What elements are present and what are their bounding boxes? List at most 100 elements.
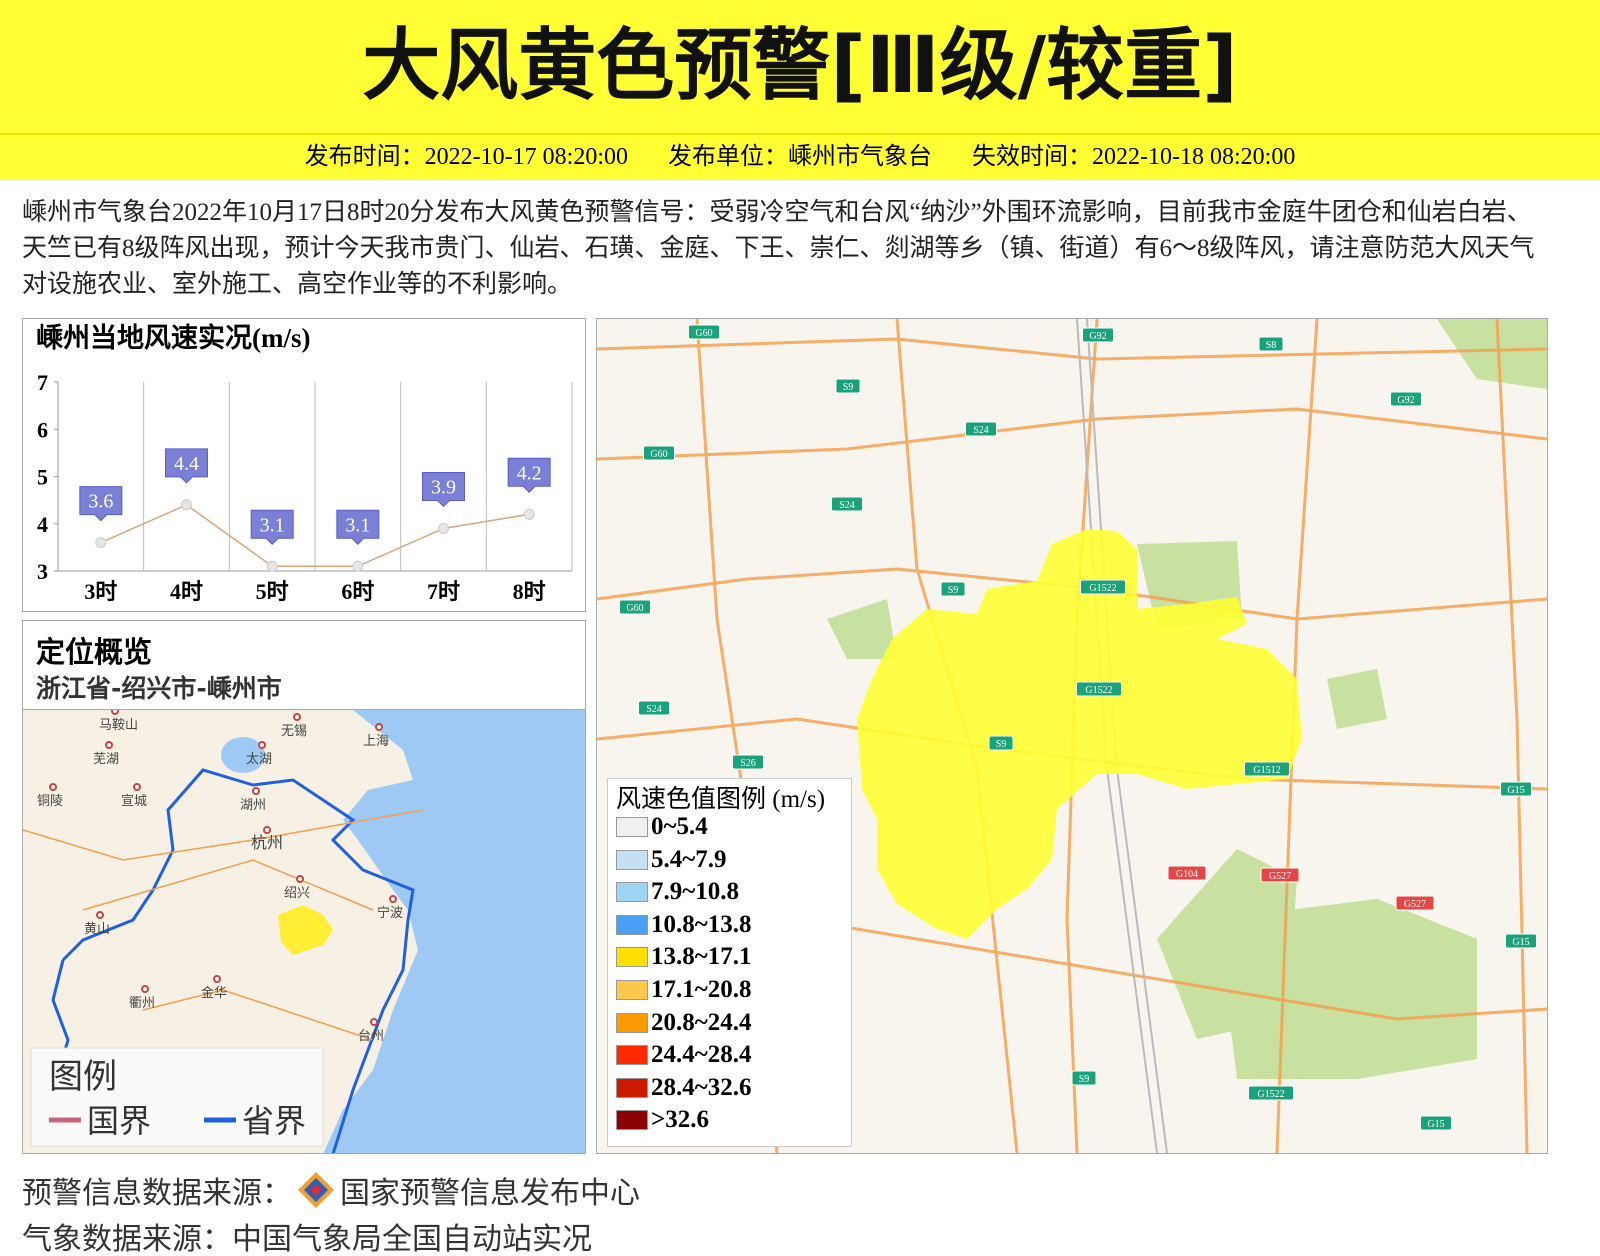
wind-legend: 风速色值图例 (m/s) 0~5.4 5.4~7.9 7.9~10.8 10.8~13…: [607, 778, 852, 1147]
y-tick-label: 6: [37, 417, 48, 442]
y-tick-label: 3: [37, 559, 48, 584]
road-label: S26: [740, 758, 756, 769]
road-shield: [643, 445, 675, 461]
legend-label: 7.9~10.8: [651, 878, 740, 906]
legend-swatch: [616, 914, 648, 935]
x-tick-label: 7时: [427, 579, 460, 604]
road-label: G1522: [1089, 583, 1116, 594]
road-shield: [1258, 336, 1284, 352]
city-label: 杭州: [251, 834, 283, 852]
city-label: 衢州: [129, 995, 155, 1010]
legend-label: 国界: [87, 1103, 151, 1139]
value-label: 3.6: [88, 491, 113, 513]
city-dot: [111, 710, 119, 715]
legend-label: 13.8~17.1: [651, 943, 752, 971]
road-shield: [940, 581, 966, 597]
legend-label: 0~5.4: [651, 813, 708, 840]
value-label-box: [422, 471, 465, 508]
road-shield: [619, 599, 651, 615]
legend-swatch: [616, 849, 648, 870]
value-label-box: [79, 486, 123, 522]
expiry-time: 失效时间：2022-10-18 08:20:00: [972, 144, 1296, 170]
city-dot: [258, 741, 266, 749]
road-shield: [831, 496, 863, 512]
road-label: S9: [1079, 1074, 1090, 1085]
wind-chart: 嵊州当地风速实况(m/s) 3 4 5 6 7 3.6 4.4 3.1 3.1 3.9 4.2 3时 4…: [22, 318, 586, 612]
legend-swatch: [616, 817, 648, 837]
legend-label: 10.8~13.8: [651, 910, 752, 938]
city-dot: [133, 783, 141, 791]
legend-swatch: [616, 980, 648, 1000]
road-shield: [1390, 391, 1422, 407]
legend-title: 图例: [49, 1059, 117, 1096]
point: [523, 508, 535, 520]
source-logo: [298, 1172, 334, 1208]
point: [95, 537, 107, 549]
road-shield: [1167, 865, 1207, 881]
legend-row: 7.9~10.8: [616, 878, 739, 906]
weather-source: 气象数据来源：中国气象局全国自动站实况: [22, 1222, 592, 1256]
x-tick-label: 6时: [341, 579, 374, 604]
warning-source-name: 国家预警信息发布中心: [340, 1176, 640, 1211]
legend-box: [30, 1047, 324, 1147]
location-panel: 定位概览 浙江省-绍兴市-嵊州市 马鞍山 无锡 芜湖 太湖 上海 铜陵 宣城 湖州 杭州 绍兴 宁波…: [22, 620, 586, 1154]
road-label: S9: [843, 382, 854, 393]
legend-swatch: [616, 882, 648, 903]
city-label: 上海: [363, 733, 389, 748]
title: 大风黄色预警[Ⅲ级/较重]: [0, 0, 1600, 135]
road-shield: [1260, 867, 1300, 883]
city-label: 绍兴: [284, 885, 310, 900]
point: [266, 560, 278, 572]
city-label: 宣城: [121, 793, 147, 808]
road-label: S24: [839, 500, 855, 511]
issuer: 发布单位：嵊州市气象台: [668, 144, 932, 170]
city-label: 湖州: [240, 797, 266, 812]
legend-row: 0~5.4: [616, 813, 708, 841]
legend-row: 5.4~7.9: [616, 846, 727, 874]
road-shield: [988, 735, 1014, 751]
city-dot: [296, 875, 304, 883]
road-shield: [1082, 327, 1114, 343]
value-label: 4.4: [174, 453, 199, 475]
legend-label: 20.8~24.4: [651, 1008, 752, 1036]
value-label-box: [165, 448, 208, 484]
city-dot: [293, 713, 301, 721]
point: [352, 560, 364, 572]
value-label-box: [507, 457, 551, 494]
city-dot: [252, 787, 260, 795]
road-label: G60: [695, 328, 712, 339]
road-shield: [732, 754, 764, 770]
road-shield: [1244, 761, 1290, 777]
road-label: S8: [1266, 340, 1277, 351]
wind-map: G60 G92 S8 S9 G92 S24 G60 S24 S9 G1522 G60 G1522 S24…: [596, 318, 1548, 1154]
point: [181, 499, 192, 511]
legend-label: 28.4~32.6: [651, 1073, 752, 1101]
city-label: 无锡: [281, 723, 307, 738]
road-label: S24: [646, 704, 662, 715]
city-label: 宁波: [377, 905, 403, 920]
city-label: 太湖: [246, 751, 272, 766]
city-dot: [105, 741, 113, 749]
meta-bar: 发布时间：2022-10-17 08:20:00 发布单位：嵊州市气象台 失效时…: [0, 135, 1600, 180]
legend-swatch: [616, 1110, 648, 1131]
road-label: G104: [1176, 869, 1198, 880]
road-shield: [1248, 1085, 1294, 1101]
city-dot: [213, 975, 221, 983]
city-dot: [96, 911, 104, 919]
road-label: G527: [1404, 899, 1426, 910]
road-label: S24: [973, 425, 989, 436]
value-label-box: [336, 509, 380, 545]
city-dot: [49, 783, 57, 791]
description: 嵊州市气象台2022年10月17日8时20分发布大风黄色预警信号：受弱冷空气和台…: [22, 199, 1535, 298]
legend-row: 20.8~24.4: [616, 1009, 752, 1037]
legend-label: 5.4~7.9: [651, 845, 727, 873]
y-tick-label: 7: [37, 370, 48, 395]
value-label-box: [250, 509, 294, 545]
chart-title: 嵊州当地风速实况(m/s): [36, 322, 310, 353]
legend-row: 24.4~28.4: [616, 1041, 752, 1069]
x-tick-label: 8时: [513, 579, 546, 604]
road-shield: [1505, 933, 1537, 949]
road-shield: [638, 700, 670, 716]
